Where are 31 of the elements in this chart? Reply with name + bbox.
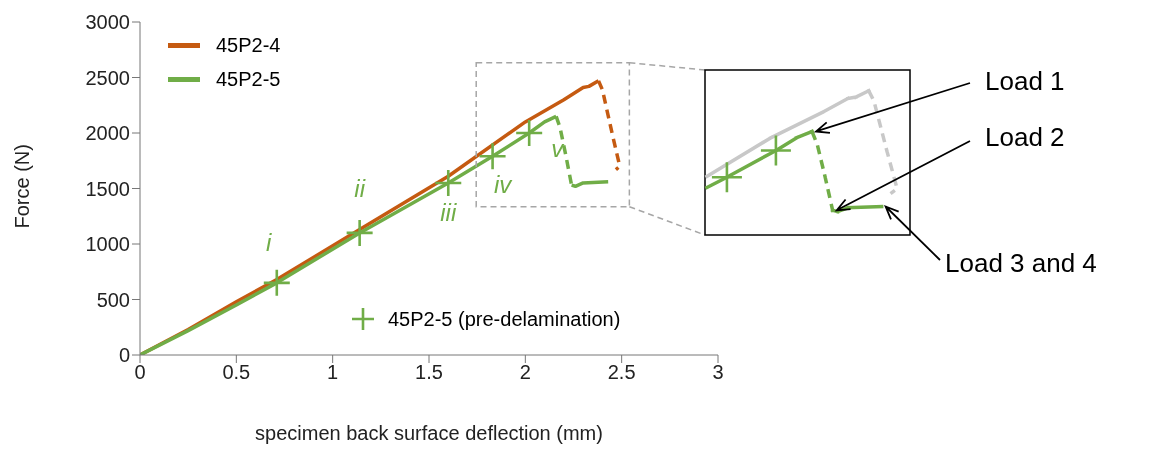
point (346, 219, 373, 246)
x-tick-label: 1 (327, 361, 339, 384)
annotation: i (266, 229, 273, 257)
text: Load 1 (985, 66, 1065, 96)
point (263, 269, 290, 296)
y-tick-label: 2500 (85, 66, 130, 89)
x-axis-title: specimen back surface deflection (mm) (255, 422, 603, 444)
x-tick-label: 0 (134, 361, 146, 384)
y-tick-label: 1000 (85, 233, 130, 256)
annotation: v (551, 135, 566, 163)
y-axis-title: Force (N) (11, 144, 34, 229)
y-tick-label: 0 (118, 344, 130, 367)
x-tick-label: 1.5 (415, 361, 443, 384)
x-tick-label: 3 (712, 361, 724, 384)
point (479, 143, 506, 170)
text: Load 2 (985, 122, 1065, 152)
x-tick-label: 0.5 (222, 361, 251, 384)
legend-label: 45P2-5 (pre-delamination) (388, 307, 621, 331)
y-tick-label: 2000 (85, 122, 130, 145)
annotation: iii (440, 199, 457, 227)
annotation: iv (493, 170, 514, 198)
legend-label: 45P2-4 (216, 33, 281, 57)
x-tick-label: 2.5 (607, 361, 636, 384)
legend-label: 45P2-5 (216, 67, 281, 91)
text: Load 3 and 4 (945, 248, 1097, 278)
x-tick-label: 2 (519, 361, 531, 384)
y-tick-label: 3000 (85, 11, 130, 34)
y-tick-label: 500 (96, 288, 130, 311)
point (435, 169, 462, 196)
y-tick-label: 1500 (85, 177, 130, 200)
annotation: ii (354, 175, 366, 203)
